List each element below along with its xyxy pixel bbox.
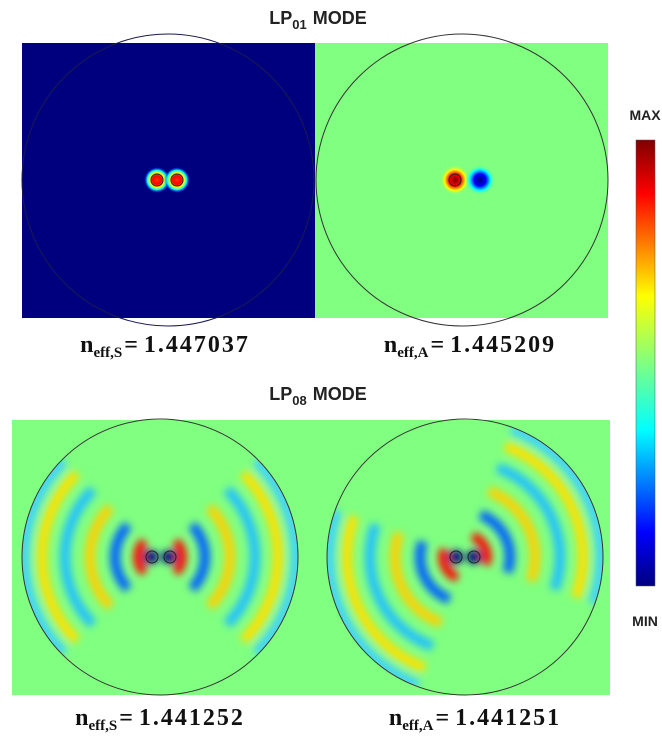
label-eq: = bbox=[124, 332, 138, 358]
label-value: 1.447037 bbox=[144, 332, 250, 358]
core-field bbox=[465, 165, 495, 195]
label-base: n bbox=[75, 705, 88, 731]
label-base: n bbox=[384, 332, 397, 358]
core-field bbox=[164, 167, 190, 193]
index-label: neff,S=1.441252 bbox=[75, 705, 245, 734]
index-label: neff,A=1.441251 bbox=[389, 705, 561, 734]
label-value: 1.445209 bbox=[450, 332, 556, 358]
colorbar-max: MAX bbox=[629, 107, 661, 123]
core-field bbox=[449, 550, 463, 564]
title-sub: 01 bbox=[292, 17, 306, 32]
label-base: n bbox=[80, 332, 93, 358]
label-value: 1.441252 bbox=[139, 705, 245, 731]
figure: LP01MODE neff,S=1.447037 neff,A=1.445209… bbox=[0, 0, 662, 736]
section-title: LP01 MODE bbox=[269, 8, 366, 32]
colorbar-min: MIN bbox=[632, 613, 658, 629]
label-eq: = bbox=[430, 332, 444, 358]
label-sub: eff,S bbox=[88, 718, 117, 734]
label-eq: = bbox=[119, 705, 133, 731]
label-value: 1.441251 bbox=[455, 705, 561, 731]
label-sub: eff,S bbox=[93, 345, 122, 361]
title-rest: MODE bbox=[313, 8, 367, 28]
title-rest: MODE bbox=[313, 384, 367, 404]
label-sub: eff,A bbox=[402, 718, 433, 734]
field-panel bbox=[12, 420, 610, 695]
label-eq: = bbox=[435, 705, 449, 731]
title-sub: 08 bbox=[292, 393, 306, 408]
core-field bbox=[467, 550, 481, 564]
section-title: LP08 MODE bbox=[269, 384, 366, 408]
index-label: neff,S=1.447037 bbox=[80, 332, 250, 361]
title-base: LP bbox=[269, 384, 292, 404]
title-base: LP bbox=[269, 8, 292, 28]
index-label: neff,A=1.445209 bbox=[384, 332, 556, 361]
label-base: n bbox=[389, 705, 402, 731]
label-sub: eff,A bbox=[397, 345, 428, 361]
colorbar bbox=[636, 140, 655, 586]
